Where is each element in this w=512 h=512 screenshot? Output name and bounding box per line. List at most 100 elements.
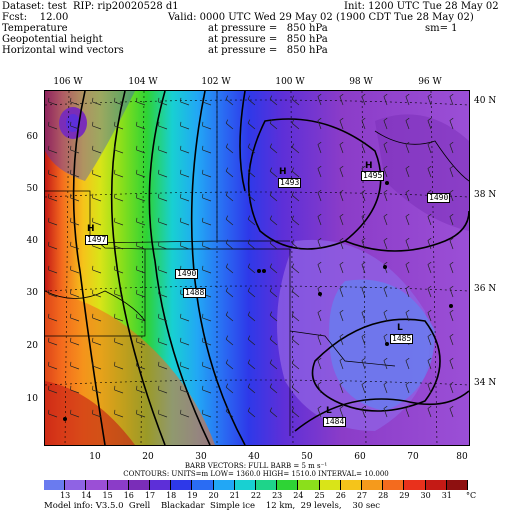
colorbar-label: 27	[356, 491, 368, 500]
colorbar-swatch	[319, 480, 341, 490]
y-tick-label: 40	[26, 236, 38, 246]
wind-barb	[361, 384, 366, 394]
wind-barb	[70, 101, 80, 106]
colorbar-label: 21	[229, 491, 240, 500]
wind-barb	[427, 96, 432, 106]
wind-barb-feather	[339, 213, 344, 217]
wind-barb	[405, 312, 410, 322]
wind-barb-feather	[427, 333, 432, 337]
wind-barb	[114, 413, 124, 418]
wind-barb-feather	[449, 381, 454, 385]
field-1-level: at pressure = 850 hPa	[208, 23, 328, 34]
wind-barb	[247, 170, 256, 178]
wind-barb-feather	[383, 333, 388, 337]
wind-barb	[291, 290, 300, 298]
wind-barb-feather	[269, 239, 273, 244]
wind-barb	[48, 125, 58, 130]
wind-barb-feather	[427, 213, 432, 217]
wind-barb	[317, 96, 322, 106]
wind-barb-feather	[339, 261, 344, 265]
wind-barb	[70, 125, 80, 130]
wind-barb	[158, 197, 168, 202]
wind-barb	[339, 144, 344, 154]
wind-barb-feather	[225, 119, 229, 124]
wind-barb-feather	[449, 141, 454, 145]
wind-barb-feather	[449, 117, 454, 121]
wind-barb-feather	[247, 335, 251, 340]
wind-barb-feather	[449, 309, 454, 313]
wind-barb	[449, 96, 454, 106]
x-tick-label: 40	[248, 452, 260, 462]
wind-barb-feather	[269, 95, 273, 100]
wind-barb-feather	[291, 311, 295, 316]
wind-barb-feather	[269, 407, 273, 412]
wind-barb	[317, 408, 322, 418]
wind-barb	[317, 384, 322, 394]
wind-barb	[70, 365, 80, 370]
wind-barb	[247, 338, 256, 346]
wind-barb-feather	[247, 95, 251, 100]
wind-barb	[114, 197, 124, 202]
wind-barb-feather	[339, 357, 344, 361]
wind-barb	[291, 146, 300, 154]
height-label: 1493	[278, 178, 302, 188]
wind-barb	[449, 312, 454, 322]
wind-barb	[92, 413, 102, 418]
height-label: 1490	[427, 193, 451, 203]
wind-barb-feather	[269, 287, 273, 292]
wind-barb	[92, 317, 102, 322]
wind-barb-feather	[269, 119, 273, 124]
colorbar-swatch	[171, 480, 193, 490]
wind-barb	[405, 408, 410, 418]
wind-barb	[405, 216, 410, 226]
wind-barb-feather	[247, 167, 251, 172]
wind-barb-feather	[361, 333, 366, 337]
wind-barb-feather	[339, 309, 344, 313]
wind-barb	[92, 293, 102, 298]
field-2-level: at pressure = 850 hPa	[208, 34, 328, 45]
wind-barb-feather	[225, 263, 229, 268]
wind-barb	[158, 245, 168, 250]
wind-barb	[269, 338, 278, 346]
wind-barb	[114, 101, 124, 106]
wind-barb-feather	[405, 237, 410, 241]
x-tick-label: 10	[89, 452, 101, 462]
wind-barb	[247, 266, 256, 274]
wind-barb	[158, 389, 168, 394]
x-tick-label: 70	[407, 452, 419, 462]
wind-barb-feather	[247, 239, 251, 244]
wind-barb	[339, 384, 344, 394]
wind-barb-feather	[339, 117, 344, 121]
lon-label: 98 W	[349, 77, 373, 87]
high-center-label: H	[279, 167, 287, 177]
wind-barb	[449, 192, 454, 202]
wind-barb-feather	[405, 189, 410, 193]
wind-barb	[136, 173, 146, 178]
wind-barb-feather	[269, 167, 273, 172]
x-tick-label: 80	[456, 452, 468, 462]
wind-barb	[269, 98, 278, 106]
field-1-name: Temperature	[2, 23, 68, 34]
wind-barb-feather	[361, 309, 366, 313]
lon-label: 106 W	[53, 77, 83, 87]
wind-barb-feather	[247, 215, 251, 220]
wind-barb-feather	[225, 143, 229, 148]
wind-barb	[202, 149, 212, 154]
wind-barb-feather	[427, 237, 432, 241]
colorbar-swatch	[44, 480, 66, 490]
height-label: 1488	[183, 288, 207, 298]
wind-barb	[202, 317, 212, 322]
wind-barb	[247, 314, 256, 322]
wind-barb	[361, 120, 366, 130]
wind-barb	[291, 362, 300, 370]
wind-barb	[383, 96, 388, 106]
wind-barb	[291, 218, 300, 226]
wind-barb	[48, 101, 58, 106]
wind-barb	[136, 197, 146, 202]
wind-barb-feather	[269, 263, 273, 268]
wind-barb-feather	[405, 117, 410, 121]
wind-barb-feather	[269, 191, 273, 196]
wind-barb-feather	[405, 213, 410, 217]
wind-barb	[202, 221, 212, 226]
wind-barb	[70, 341, 80, 346]
